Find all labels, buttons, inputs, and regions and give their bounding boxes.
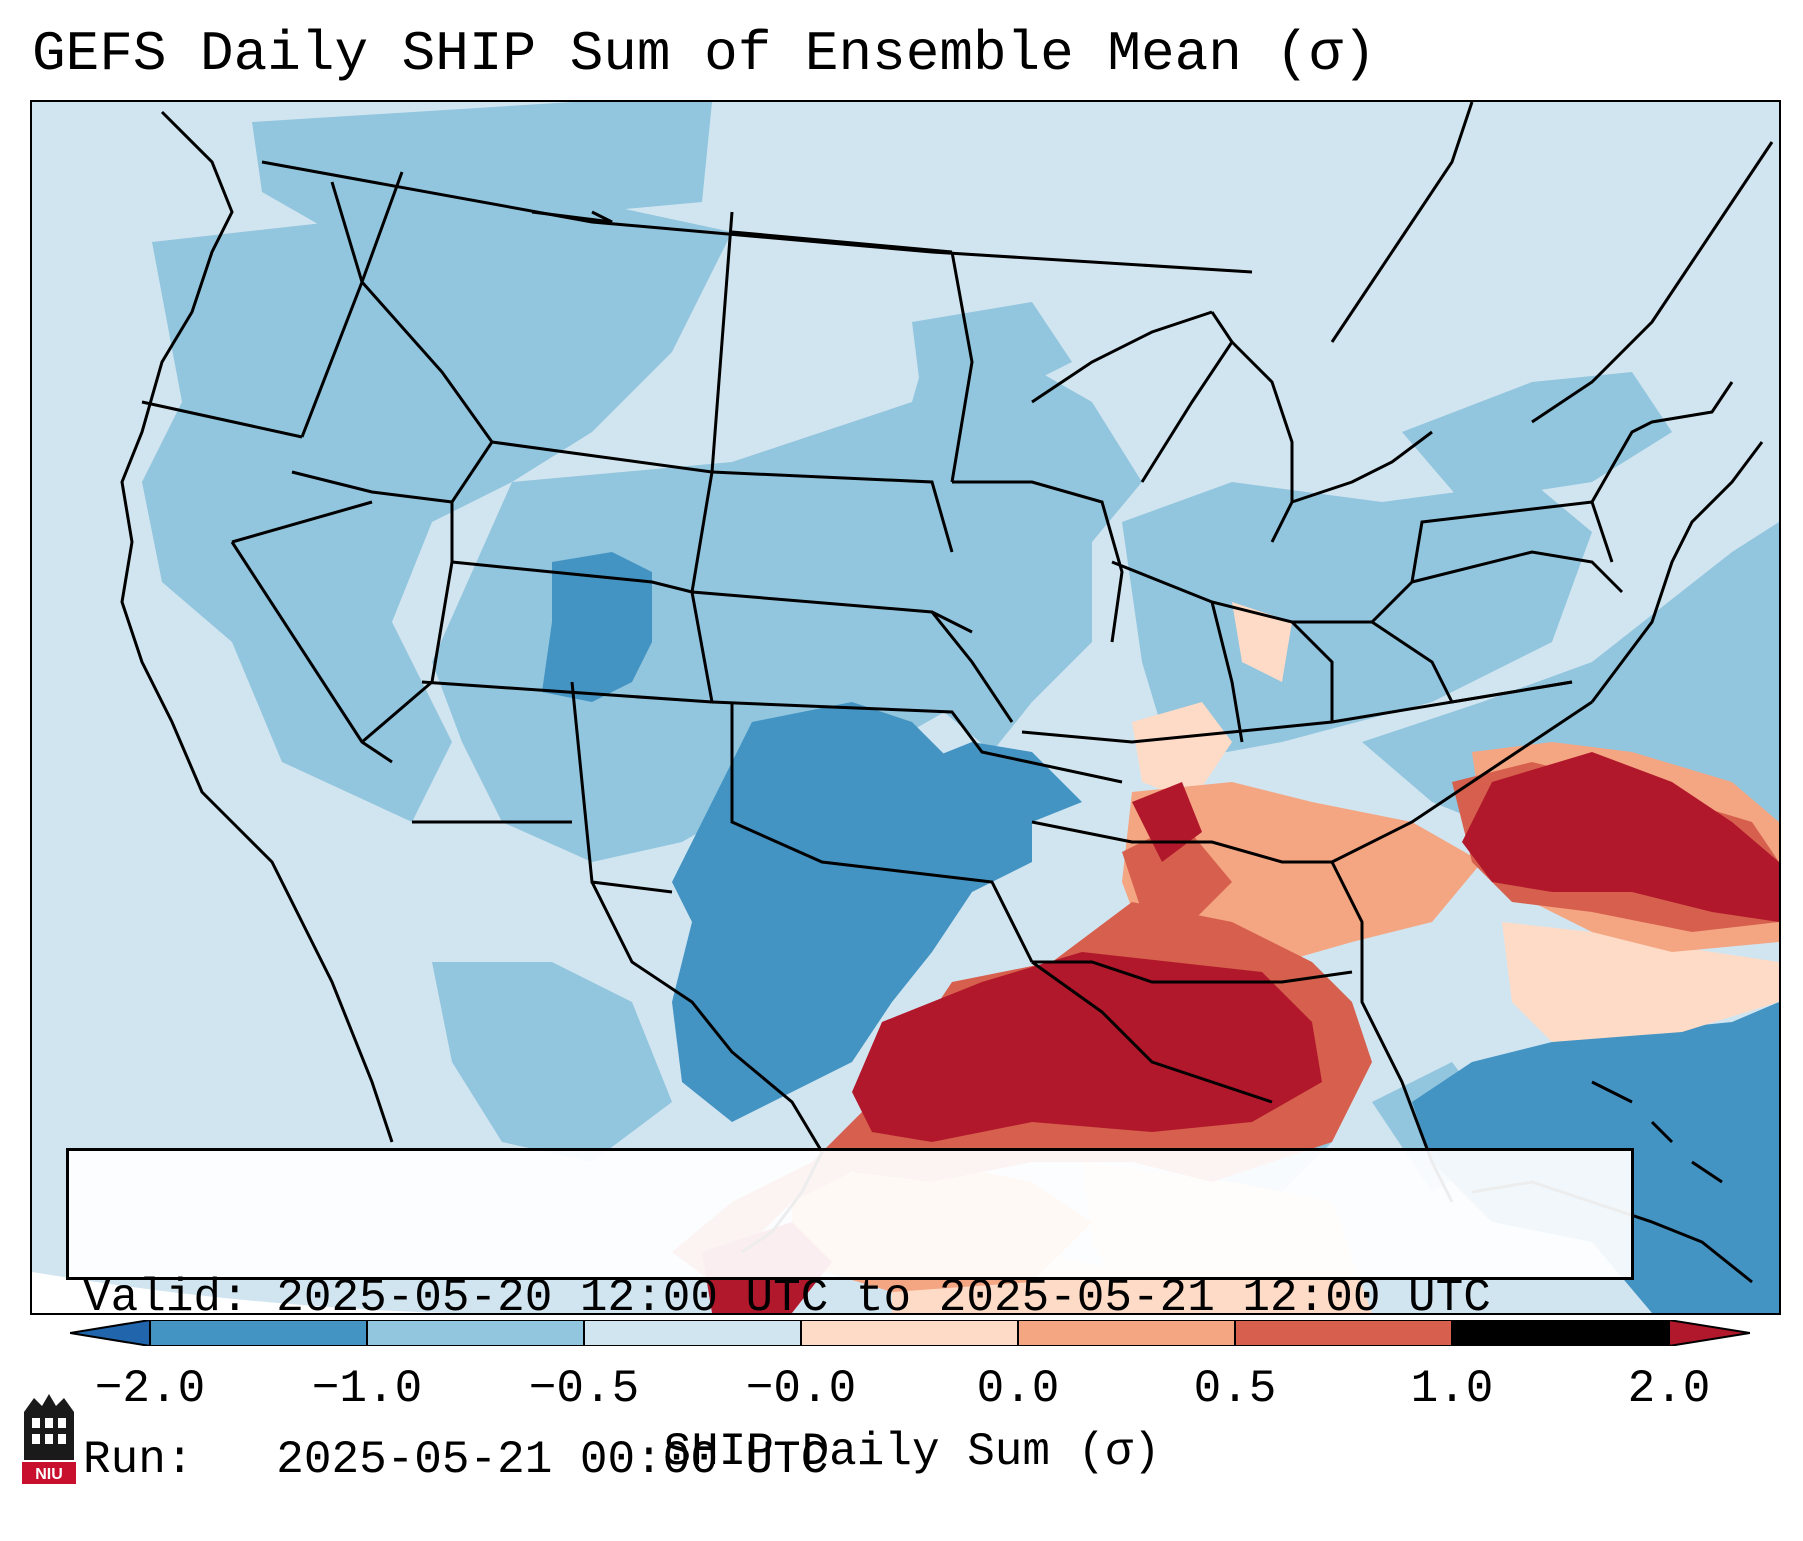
colorbar-arrow-low xyxy=(70,1320,150,1346)
colorbar-bin-4 xyxy=(801,1320,1018,1346)
map-panel[interactable] xyxy=(30,100,1781,1315)
colorbar-bin-7 xyxy=(1452,1320,1669,1346)
ship-anomaly-map[interactable] xyxy=(32,102,1779,1313)
projection-edge xyxy=(32,1272,632,1313)
colorbar-bin-6 xyxy=(1235,1320,1452,1346)
run-value: 2025-05-21 00:00 UTC xyxy=(276,1434,829,1486)
valid-label: Valid: xyxy=(83,1272,249,1324)
colorbar-label: SHIP Daily Sum (σ) xyxy=(663,1426,1161,1478)
valid-run-info-box: Valid: 2025-05-20 12:00 UTC to 2025-05-2… xyxy=(66,1148,1634,1486)
colorbar-bin-5 xyxy=(1018,1320,1235,1346)
valid-value: 2025-05-20 12:00 UTC to 2025-05-21 12:00… xyxy=(276,1272,1491,1324)
colorbar-bin-2 xyxy=(367,1320,584,1346)
colorbar-tick-label: 2.0 xyxy=(1627,1363,1711,1415)
colorbar-tick-label: −1.0 xyxy=(311,1363,423,1415)
lake-superior-shore xyxy=(1031,310,1213,404)
niu-university-logo-icon: NIU xyxy=(22,1394,76,1484)
colorbar-tick-label: 1.0 xyxy=(1410,1363,1494,1415)
lake-michigan-shore xyxy=(1140,311,1234,483)
colorbar-tick-label: −0.5 xyxy=(528,1363,640,1415)
colorbar xyxy=(70,1320,1750,1346)
colorbar-arrow-high xyxy=(1669,1320,1750,1346)
logo-text: NIU xyxy=(35,1466,63,1483)
colorbar-tick-label: −2.0 xyxy=(94,1363,206,1415)
colorbar-tick-label: 0.5 xyxy=(1193,1363,1277,1415)
us-canada-border xyxy=(261,160,1253,274)
colorbar-bin-1 xyxy=(150,1320,367,1346)
colorbar-tick-label: 0.0 xyxy=(976,1363,1060,1415)
gulf-coastline xyxy=(1031,960,1273,1104)
atlantic-coastline xyxy=(1331,700,1593,864)
west-coastline xyxy=(120,110,394,1143)
colorbar-tick-label: −0.0 xyxy=(745,1363,857,1415)
valid-row: Valid: 2025-05-20 12:00 UTC to 2025-05-2… xyxy=(83,1271,1617,1325)
page-title: GEFS Daily SHIP Sum of Ensemble Mean (σ) xyxy=(32,22,1377,86)
colorbar-bin-3 xyxy=(584,1320,801,1346)
run-row: Run: 2025-05-21 00:00 UTC xyxy=(83,1433,1617,1487)
run-label: Run: xyxy=(83,1434,194,1486)
